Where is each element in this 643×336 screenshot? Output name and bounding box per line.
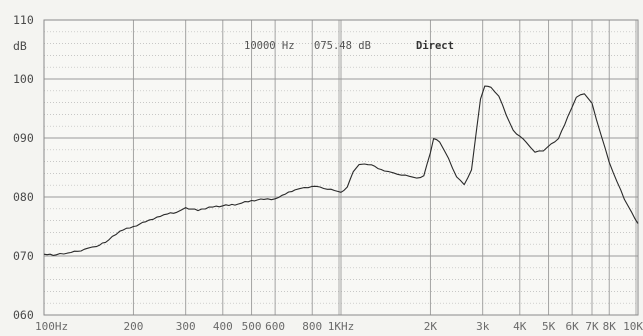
x-tick-label: 2K [424, 320, 438, 333]
x-tick-label: 7K [585, 320, 599, 333]
x-tick-label: 1KHz [328, 320, 355, 333]
plot-frame [43, 19, 639, 316]
x-tick-label: 8K [603, 320, 617, 333]
y-tick-label: 090 [13, 131, 34, 145]
x-tick-label: 10K [623, 320, 643, 333]
x-tick-label: 300 [176, 320, 196, 333]
x-axis-ticks: 100Hz 200 300 400 500 600 800 1KHz 2K 3k 4K 5K 6K 7K 8… [35, 320, 643, 333]
x-tick-label: 3k [476, 320, 490, 333]
x-tick-label: 600 [265, 320, 285, 333]
y-tick-label: 110 [13, 13, 34, 27]
response-curve [43, 85, 639, 256]
x-tick-label: 100Hz [35, 320, 68, 333]
x-tick-label: 800 [302, 320, 322, 333]
readout-level: 075.48 dB [314, 40, 371, 52]
x-tick-label: 6K [565, 320, 579, 333]
readout-mode: Direct [416, 40, 454, 52]
y-tick-label: 060 [13, 308, 34, 322]
x-tick-label: 4K [513, 320, 527, 333]
major-grid [43, 19, 639, 316]
readout-frequency: 10000 Hz [244, 40, 295, 52]
y-axis-unit-label: dB [13, 39, 27, 53]
x-tick-label: 400 [213, 320, 233, 333]
x-tick-label: 500 [242, 320, 262, 333]
x-tick-label: 200 [123, 320, 143, 333]
x-tick-label: 5K [542, 320, 556, 333]
y-axis-ticks: 060 070 080 090 100 110 [13, 13, 34, 322]
measurement-readout: 10000 Hz 075.48 dB Direct [244, 40, 454, 52]
y-tick-label: 080 [13, 190, 34, 204]
y-tick-label: 070 [13, 249, 34, 263]
y-tick-label: 100 [13, 72, 34, 86]
